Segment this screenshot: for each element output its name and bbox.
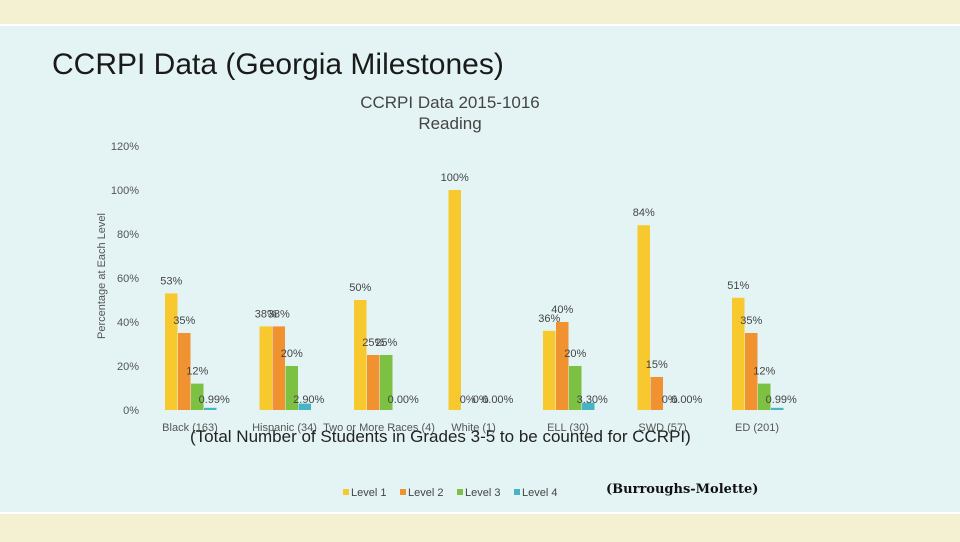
data-label: 0% (662, 394, 678, 406)
y-tick-label: 100% (111, 185, 139, 197)
y-tick-label: 120% (111, 141, 139, 153)
slide-title: CCRPI Data (Georgia Milestones) (52, 48, 504, 81)
data-label: 40% (551, 304, 573, 316)
data-label: 12% (753, 366, 775, 378)
bar-level-4 (298, 403, 311, 410)
legend-label: Level 3 (465, 487, 500, 499)
category-label: Two or More Races (4) (323, 422, 435, 434)
data-label: 50% (349, 282, 371, 294)
bar-level-2 (367, 355, 380, 410)
student-count-note: (Total Number of Students in Grades 3-5 … (190, 427, 691, 446)
data-label: 20% (564, 348, 586, 360)
data-label: 3.30% (577, 394, 608, 406)
bar-level-3 (285, 366, 298, 410)
bar-level-2 (272, 326, 285, 410)
data-label: 0.99% (766, 394, 797, 406)
bar-level-3 (380, 355, 393, 410)
data-label: 0.99% (199, 394, 230, 406)
legend-swatch (457, 489, 463, 495)
bar-level-3 (569, 366, 582, 410)
category-label: ELL (30) (547, 422, 589, 434)
data-label: 35% (740, 315, 762, 327)
data-label: 84% (633, 207, 655, 219)
bar-level-1 (637, 225, 650, 410)
bar-level-1 (354, 300, 367, 410)
data-label: 0% (460, 394, 476, 406)
category-labels: Black (163) Hispanic (34) Two or More Race… (162, 422, 779, 434)
legend-label: Level 2 (408, 487, 443, 499)
legend-swatch (343, 489, 349, 495)
credit-text: (Burroughs-Molette) (606, 482, 759, 497)
bar-level-2 (650, 377, 663, 410)
bar-level-2 (745, 333, 758, 410)
legend-label: Level 1 (351, 487, 386, 499)
bar-level-1 (448, 190, 461, 410)
y-tick-label: 80% (117, 229, 139, 241)
chart-title: CCRPI Data 2015-1016 Reading (340, 92, 560, 134)
bar-level-4 (204, 407, 217, 410)
data-label: 100% (441, 172, 469, 184)
bar-level-1 (732, 297, 745, 410)
legend-swatch (514, 489, 520, 495)
data-label: 25% (375, 337, 397, 349)
legend-swatch (400, 489, 406, 495)
data-label: 0.00% (482, 394, 513, 406)
top-band (0, 0, 960, 26)
data-label: 38% (255, 308, 277, 320)
category-label: White (1) (451, 422, 496, 434)
category-label: Black (163) (162, 422, 218, 434)
data-label: 51% (727, 280, 749, 292)
data-label: 25% (362, 337, 384, 349)
data-label: 35% (173, 315, 195, 327)
data-label: 15% (646, 359, 668, 371)
bars (165, 190, 784, 410)
bar-level-4 (582, 402, 595, 410)
bar-level-3 (758, 383, 771, 410)
y-axis-label: Percentage at Each Level (96, 213, 108, 339)
data-label: 0.00% (671, 394, 702, 406)
category-label: Hispanic (34) (252, 422, 317, 434)
y-tick-label: 20% (117, 361, 139, 373)
data-label: 53% (160, 275, 182, 287)
chart-title-line-1: CCRPI Data 2015-1016 (360, 93, 540, 112)
legend: Level 1 Level 2 Level 3 Level 4 (343, 487, 557, 499)
bar-level-2 (556, 322, 569, 410)
y-tick-label: 0% (123, 405, 139, 417)
data-labels: 53% 35% 12% 0.99% 38%38% 20% 2.90% 50% 25%25% 0.0… (160, 172, 797, 406)
data-label: 38% (268, 308, 290, 320)
category-label: ED (201) (735, 422, 779, 434)
bar-level-4 (771, 407, 784, 410)
bar-level-1 (543, 330, 556, 410)
data-label: 0.00% (388, 394, 419, 406)
bar-level-2 (178, 333, 191, 410)
category-label: SWD (57) (638, 422, 686, 434)
y-axis-ticks: 0% 20% 40% 60% 80% 100% 120% (111, 141, 139, 417)
data-label: 36% (538, 313, 560, 325)
chart-title-line-2: Reading (418, 114, 482, 133)
bar-level-1 (259, 326, 272, 410)
data-label: 20% (281, 348, 303, 360)
data-label: 12% (186, 366, 208, 378)
bottom-band (0, 512, 960, 542)
bar-level-1 (165, 293, 178, 410)
legend-label: Level 4 (522, 487, 557, 499)
y-tick-label: 60% (117, 273, 139, 285)
data-label: 2.90% (293, 394, 324, 406)
y-tick-label: 40% (117, 317, 139, 329)
data-label: 0% (473, 394, 489, 406)
bar-level-3 (191, 383, 204, 410)
